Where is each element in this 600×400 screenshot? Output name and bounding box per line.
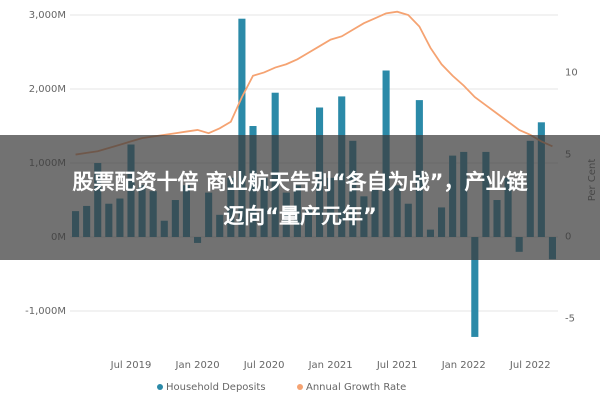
y2-tick-label: -5: [565, 314, 575, 325]
x-tick-label: Jan 2022: [441, 360, 486, 371]
legend-marker: [157, 384, 163, 390]
y-tick-label: 2,000M: [29, 84, 66, 95]
growth-line: [75, 10, 553, 156]
overlay-banner: [0, 135, 600, 260]
x-tick-label: Jul 2019: [110, 360, 152, 371]
x-tick-label: Jan 2021: [308, 360, 353, 371]
y-tick-label: 3,000M: [29, 10, 66, 21]
legend-marker: [297, 384, 303, 390]
banner-title: 迈向“量产元年”: [223, 204, 377, 228]
bar: [471, 237, 479, 337]
x-tick-label: Jul 2022: [509, 360, 551, 371]
legend-label: Annual Growth Rate: [306, 382, 406, 393]
x-tick-label: Jan 2020: [175, 360, 220, 371]
legend-label: Household Deposits: [166, 382, 266, 393]
banner-title: 股票配资十倍 商业航天告别“各自为战”，产业链: [73, 170, 529, 194]
bar: [238, 18, 246, 238]
y2-tick-label: 10: [565, 67, 578, 78]
y-tick-label: -1,000M: [25, 306, 66, 317]
x-tick-label: Jul 2021: [376, 360, 418, 371]
x-tick-label: Jul 2020: [243, 360, 285, 371]
